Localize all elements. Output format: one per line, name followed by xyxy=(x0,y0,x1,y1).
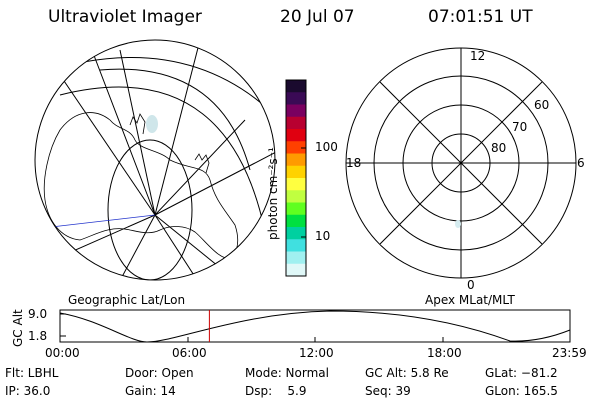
colorbar xyxy=(285,79,307,277)
observation-date: 20 Jul 07 xyxy=(280,7,355,27)
mlat-label-60: 60 xyxy=(534,98,549,112)
mlat-label-70: 70 xyxy=(512,120,527,134)
colorbar-tick-10: 10 xyxy=(315,229,330,243)
colorbar-band xyxy=(286,251,306,265)
colorbar-band xyxy=(286,190,306,203)
xtick-2359: 23:59 xyxy=(552,346,587,360)
altitude-curve xyxy=(59,310,571,343)
mlt-label-12: 12 xyxy=(470,49,485,63)
info-ip: IP: 36.0 xyxy=(5,384,50,398)
info-door: Door: Open xyxy=(125,366,194,380)
mlt-label-18: 18 xyxy=(346,156,361,170)
info-glat: GLat: −81.2 xyxy=(485,366,558,380)
colorbar-band xyxy=(286,263,306,277)
info-gc-alt: GC Alt: 5.8 Re xyxy=(365,366,449,380)
info-dsp: Dsp: 5.9 xyxy=(245,384,307,398)
ytick-1-8: 1.8 xyxy=(28,329,47,343)
observation-time: 07:01:51 UT xyxy=(428,7,533,27)
mlt-label-6: 6 xyxy=(577,156,585,170)
info-mode: Mode: Normal xyxy=(245,366,329,380)
info-filter: Flt: LBHL xyxy=(5,366,59,380)
apex-polar-plot xyxy=(345,47,577,279)
colorbar-band xyxy=(286,227,306,240)
colorbar-band xyxy=(286,165,306,179)
colorbar-band xyxy=(286,239,306,252)
colorbar-band xyxy=(286,202,306,216)
altitude-ylabel: GC Alt xyxy=(11,309,25,347)
colorbar-band xyxy=(286,178,306,191)
colorbar-band xyxy=(286,214,306,228)
coastline xyxy=(43,112,239,259)
xtick-0600: 06:00 xyxy=(172,346,207,360)
colorbar-unit-label: photon cm⁻²s⁻¹ xyxy=(266,147,280,240)
altitude-plot xyxy=(59,309,571,343)
geographic-label: Geographic Lat/Lon xyxy=(68,293,185,307)
colorbar-band xyxy=(286,104,306,118)
colorbar-band xyxy=(286,92,306,105)
info-glon: GLon: 165.5 xyxy=(485,384,558,398)
colorbar-band xyxy=(286,153,306,167)
geographic-map xyxy=(34,39,276,281)
mlt-label-0: 0 xyxy=(467,278,475,292)
xtick-0000: 00:00 xyxy=(45,346,80,360)
colorbar-band xyxy=(286,116,306,130)
colorbar-band xyxy=(286,129,306,142)
ytick-9: 9.0 xyxy=(28,307,47,321)
colorbar-band xyxy=(286,141,306,154)
colorbar-tick-100: 100 xyxy=(315,140,338,154)
colorbar-band xyxy=(286,80,306,93)
instrument-title: Ultraviolet Imager xyxy=(48,7,202,27)
xtick-1200: 12:00 xyxy=(299,346,334,360)
apex-label: Apex MLat/MLT xyxy=(425,293,515,307)
mlat-label-80: 80 xyxy=(491,141,506,155)
colorbar-frame xyxy=(285,79,307,277)
xtick-1800: 18:00 xyxy=(427,346,462,360)
info-gain: Gain: 14 xyxy=(125,384,176,398)
info-seq: Seq: 39 xyxy=(365,384,411,398)
